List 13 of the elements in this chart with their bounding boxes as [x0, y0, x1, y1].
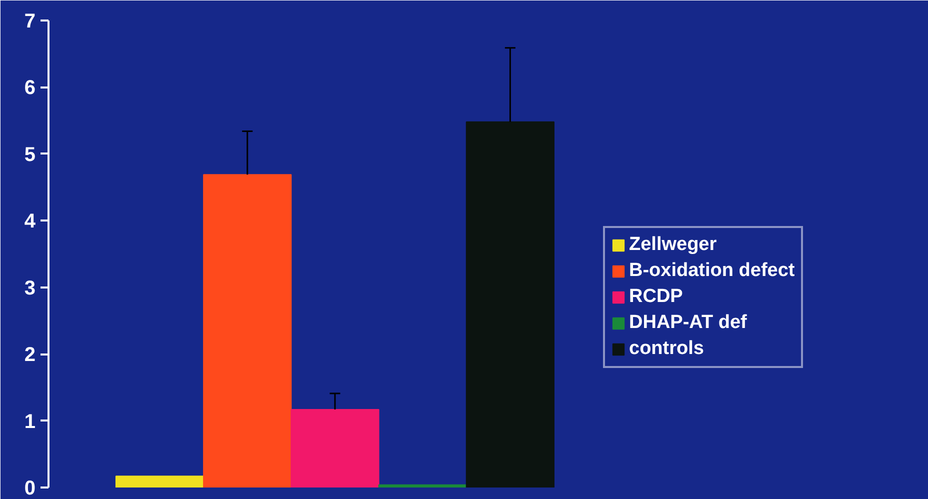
legend-label: Zellweger [629, 234, 717, 256]
legend-label: controls [629, 338, 704, 360]
legend-label: DHAP-AT def [629, 312, 747, 334]
y-tick-label: 0 [24, 478, 36, 499]
y-tick-label: 2 [24, 344, 36, 366]
legend-label: B-oxidation defect [629, 260, 795, 282]
y-tick-label: 5 [24, 144, 36, 166]
y-tick-label: 6 [24, 77, 36, 100]
y-tick-label: 3 [24, 277, 36, 300]
legend-label: RCDP [629, 286, 683, 308]
y-tick-label: 7 [24, 10, 36, 32]
y-tick-label: 1 [24, 410, 36, 433]
y-tick-label: 4 [24, 210, 36, 233]
